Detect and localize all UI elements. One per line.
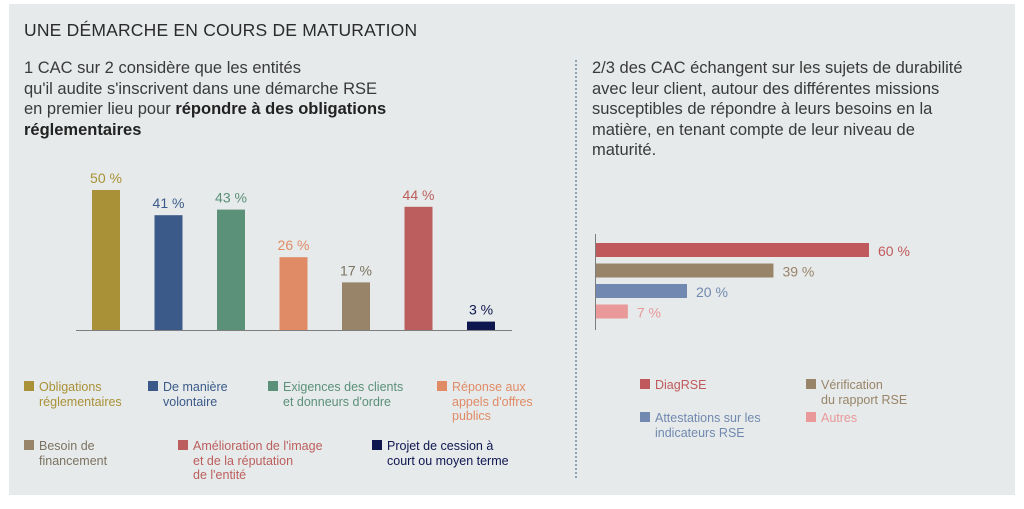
left-intro-line-2: qu'il audite s'inscrivent dans une démar… — [24, 79, 377, 98]
left-intro-line-3: en premier lieu pour répondre à des obli… — [24, 99, 424, 120]
legend-label-exigences-des-clients-et-donneurs-d-ordre: Exigences des clients et donneurs d'ordre — [283, 380, 404, 409]
bar-label-exigences-des-clients-et-donneurs-d-ordre: 43 % — [215, 190, 247, 206]
legend-swatch-reponse-aux-appels-d-offres-publics — [437, 381, 447, 391]
legend2-swatch-attestations-sur-les-indicateurs-rse — [640, 412, 650, 422]
right-intro-line-2: avec leur client, autour des différentes… — [592, 79, 940, 98]
legend-label-reponse-aux-appels-d-offres-publics: Réponse aux appels d'offres publics — [452, 380, 533, 423]
hbar-autres — [596, 304, 628, 319]
legend-swatch-obligations-reglementaires — [24, 381, 34, 391]
right-intro-line-5: maturité. — [592, 141, 657, 159]
left-intro-line-1: 1 CAC sur 2 considère que les entités — [24, 59, 301, 77]
legend2-swatch-diagrse — [640, 379, 650, 389]
right-intro-line-4: matière, en tenant compte de leur niveau… — [592, 120, 915, 139]
right-intro-line-1: 2/3 des CAC échangent sur les sujets de … — [592, 59, 963, 77]
bar-label-de-maniere-volontaire: 41 % — [153, 195, 185, 211]
hbar-label-autres: 7 % — [637, 305, 661, 321]
legend-label-projet-de-cession-a-court-ou-moyen-terme: Projet de cession à court ou moyen terme — [387, 439, 509, 468]
legend-label-besoin-de-financement: Besoin de financement — [39, 439, 108, 468]
legend-swatch-exigences-des-clients-et-donneurs-d-ordre — [268, 381, 278, 391]
right-intro-text: 2/3 des CAC échangent sur les sujets de … — [592, 58, 992, 161]
page-title: UNE DÉMARCHE EN COURS DE MATURATION — [24, 20, 418, 40]
bar-label-reponse-aux-appels-d-offres-publics: 26 % — [278, 237, 310, 253]
legend-swatch-projet-de-cession-a-court-ou-moyen-terme — [372, 440, 382, 450]
legend-label-obligations-reglementaires: Obligations réglementaires — [39, 380, 122, 409]
legend2-label-autres: Autres — [821, 411, 858, 425]
hbar-attestations-sur-les-indicateurs-rse — [596, 284, 687, 298]
bar-reponse-aux-appels-d-offres-publics — [279, 257, 308, 330]
legend-swatch-amelioration-de-l-image-et-de-la-reputation-de-l-entite — [178, 440, 188, 450]
bar-label-amelioration-de-l-image-et-de-la-reputation-de-l-entite: 44 % — [403, 187, 435, 203]
hbar-label-verification-du-rapport-rse: 39 % — [782, 264, 814, 280]
legend-label-de-maniere-volontaire: De manière volontaire — [163, 380, 228, 409]
legend-swatch-besoin-de-financement — [24, 440, 34, 450]
left-intro-line-3-bold: répondre à des obligations — [175, 100, 387, 118]
hbar-verification-du-rapport-rse — [596, 263, 774, 278]
bar-exigences-des-clients-et-donneurs-d-ordre — [217, 209, 245, 330]
right-intro-line-3: susceptibles de répondre à leurs besoins… — [592, 100, 933, 118]
bar-projet-de-cession-a-court-ou-moyen-terme — [467, 321, 495, 330]
hbar-label-diagrse: 60 % — [878, 243, 910, 259]
bar-obligations-reglementaires — [92, 190, 120, 330]
legend-swatch-de-maniere-volontaire — [148, 381, 158, 391]
legend2-swatch-autres — [806, 412, 816, 422]
legend2-label-verification-du-rapport-rse: Vérification du rapport RSE — [821, 378, 908, 407]
left-intro-line-4: réglementaires — [24, 120, 424, 141]
bar-besoin-de-financement — [342, 282, 370, 330]
bar-amelioration-de-l-image-et-de-la-reputation-de-l-entite — [404, 206, 433, 330]
legend2-label-attestations-sur-les-indicateurs-rse: Attestations sur les indicateurs RSE — [655, 411, 761, 440]
left-intro-text: 1 CAC sur 2 considère que les entités qu… — [24, 58, 424, 140]
legend2-label-diagrse: DiagRSE — [655, 378, 707, 392]
legend2-swatch-verification-du-rapport-rse — [806, 379, 816, 389]
hbar-diagrse — [596, 243, 869, 257]
bar-label-besoin-de-financement: 17 % — [340, 262, 372, 278]
bar-label-obligations-reglementaires: 50 % — [90, 170, 122, 186]
bar-de-maniere-volontaire — [154, 215, 183, 330]
bar-label-projet-de-cession-a-court-ou-moyen-terme: 3 % — [469, 302, 493, 318]
section-divider — [575, 60, 577, 478]
hbar-label-attestations-sur-les-indicateurs-rse: 20 % — [696, 284, 728, 300]
left-intro-line-3-plain: en premier lieu pour — [24, 100, 176, 118]
legend-label-amelioration-de-l-image-et-de-la-reputation-de-l-entite: Amélioration de l'image et de la réputati… — [193, 439, 323, 482]
left-intro-line-4-bold: réglementaires — [24, 120, 142, 139]
